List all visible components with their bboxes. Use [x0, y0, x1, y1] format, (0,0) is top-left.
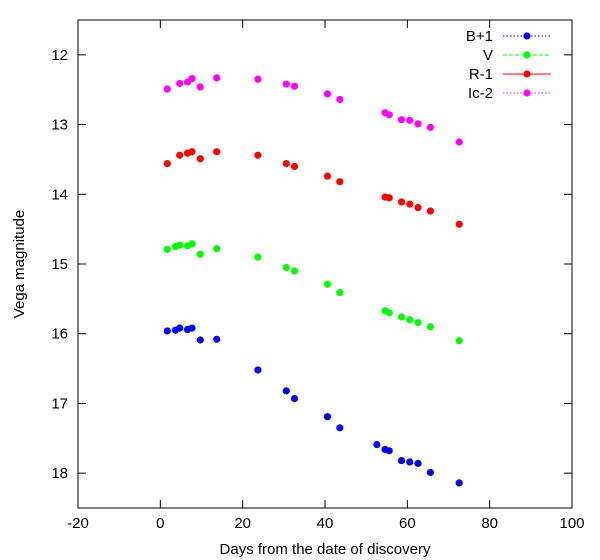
- data-point: [196, 155, 204, 163]
- x-tick-labels: -20 0 20 40 60 80 100: [67, 515, 584, 532]
- data-point: [290, 394, 299, 403]
- y-tick-label: 18: [51, 465, 68, 482]
- data-point: [188, 240, 196, 248]
- data-point: [163, 85, 171, 93]
- x-tick-label: 40: [317, 515, 334, 532]
- x-tick-label: 20: [234, 515, 251, 532]
- data-point: [397, 313, 406, 321]
- data-point: [323, 413, 332, 421]
- data-point: [385, 111, 393, 119]
- data-point: [426, 323, 434, 331]
- legend: B+1 V R-1 Ic-2: [466, 28, 551, 102]
- series-ic-2: [163, 74, 463, 146]
- y-tick-label: 15: [51, 256, 68, 273]
- data-point: [406, 200, 414, 208]
- x-axis-title: Days from the date of discovery: [220, 541, 431, 558]
- data-point: [426, 123, 434, 131]
- data-point: [397, 456, 406, 465]
- data-point: [282, 387, 290, 395]
- series-r-1: [163, 148, 463, 228]
- data-point: [385, 309, 393, 317]
- data-point: [163, 327, 171, 335]
- data-point: [176, 324, 184, 332]
- series-b-1: [163, 324, 463, 487]
- data-point: [163, 160, 171, 168]
- legend-label: R-1: [469, 66, 493, 83]
- data-point: [176, 151, 184, 159]
- data-point: [336, 424, 344, 432]
- data-point: [196, 250, 204, 258]
- y-tick-labels: 12 13 14 15 16 17 18: [51, 47, 68, 482]
- data-point: [406, 458, 414, 466]
- legend-label: B+1: [466, 28, 493, 45]
- data-point: [254, 151, 262, 159]
- data-point: [414, 318, 422, 327]
- data-point: [385, 447, 393, 455]
- data-point: [254, 253, 262, 261]
- data-point: [426, 207, 434, 215]
- x-tick-label: 80: [481, 515, 498, 532]
- y-tick-label: 12: [51, 47, 68, 64]
- data-point: [188, 324, 196, 332]
- data-point: [196, 83, 204, 91]
- legend-marker: [523, 89, 531, 97]
- data-point: [455, 138, 463, 146]
- y-tick-label: 17: [51, 395, 68, 412]
- data-point: [196, 336, 204, 344]
- data-point: [385, 194, 393, 202]
- data-point: [213, 148, 221, 156]
- data-point: [455, 337, 463, 345]
- data-point: [336, 95, 344, 104]
- x-tick-label: 100: [559, 515, 584, 532]
- data-points: [163, 74, 463, 487]
- data-point: [290, 162, 299, 170]
- data-point: [323, 280, 332, 288]
- data-point: [176, 79, 184, 88]
- data-point: [213, 335, 221, 343]
- legend-label: V: [483, 47, 493, 64]
- data-point: [336, 288, 344, 297]
- data-point: [373, 440, 381, 449]
- data-point: [414, 203, 422, 212]
- data-point: [282, 80, 290, 88]
- x-tick-label: -20: [67, 515, 89, 532]
- x-tick-label: 60: [399, 515, 416, 532]
- y-tick-label: 13: [51, 117, 68, 134]
- data-point: [323, 172, 332, 180]
- data-point: [188, 148, 196, 156]
- legend-marker: [523, 70, 531, 78]
- data-point: [455, 220, 463, 228]
- data-point: [188, 74, 196, 83]
- data-point: [414, 459, 422, 467]
- legend-marker: [523, 32, 531, 40]
- data-point: [282, 263, 290, 272]
- data-point: [336, 178, 344, 186]
- data-point: [163, 245, 171, 253]
- data-point: [176, 241, 184, 249]
- data-point: [290, 267, 299, 275]
- data-point: [290, 82, 299, 90]
- data-point: [282, 160, 290, 168]
- data-point: [213, 245, 221, 253]
- axis-ticks: [77, 20, 573, 508]
- y-axis-title: Vega magnitude: [11, 210, 28, 318]
- data-point: [397, 116, 406, 124]
- data-point: [323, 90, 332, 98]
- legend-label: Ic-2: [468, 85, 493, 102]
- data-point: [254, 366, 262, 374]
- data-point: [426, 468, 434, 477]
- data-point: [213, 74, 221, 82]
- legend-marker: [523, 51, 531, 59]
- y-tick-label: 14: [51, 186, 68, 203]
- data-point: [397, 198, 406, 206]
- data-point: [406, 116, 414, 124]
- series-v: [163, 240, 463, 345]
- data-point: [254, 75, 262, 83]
- x-tick-label: 0: [156, 515, 164, 532]
- data-point: [406, 316, 414, 324]
- y-tick-label: 16: [51, 326, 68, 343]
- data-point: [414, 120, 422, 128]
- data-point: [455, 479, 463, 487]
